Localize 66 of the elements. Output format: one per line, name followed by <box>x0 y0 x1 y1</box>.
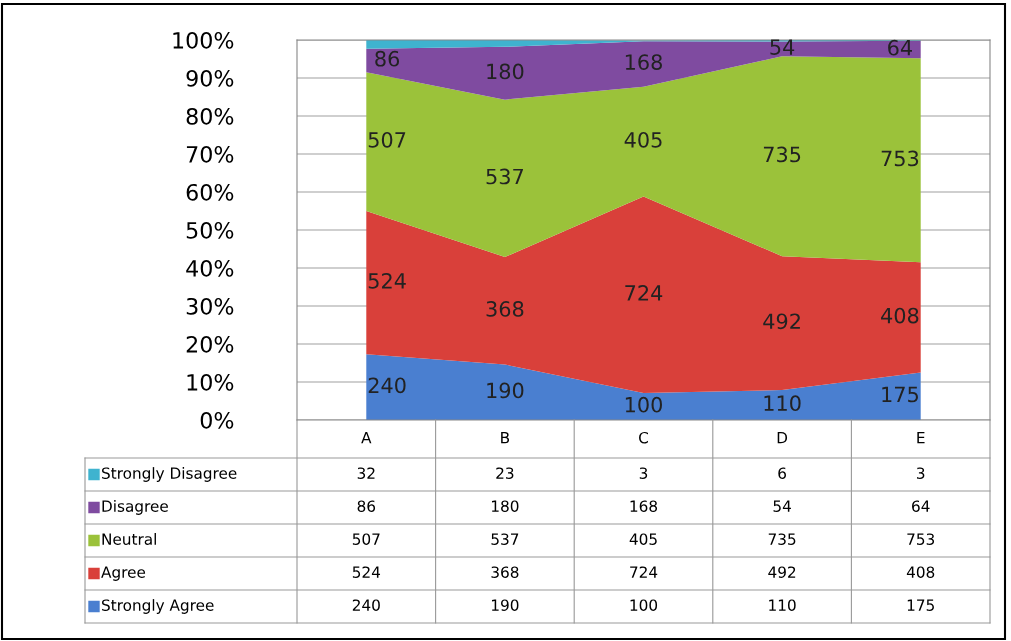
x-tick-label: C <box>639 431 649 444</box>
text: 110 <box>769 599 796 611</box>
y-tick-label: 80% <box>186 107 234 125</box>
legend-label: Strongly Agree <box>102 599 214 614</box>
annotation: 100 <box>625 396 662 413</box>
text: 190 <box>492 599 519 611</box>
text: 492 <box>768 566 796 578</box>
text: 240 <box>352 599 380 611</box>
text: 54 <box>773 500 791 512</box>
text: 524 <box>352 566 381 578</box>
legend-label: Disagree <box>102 500 168 515</box>
annotation: 405 <box>624 131 662 148</box>
text: 180 <box>492 500 519 512</box>
y-tick-label: 40% <box>186 259 234 277</box>
annotation: 408 <box>881 307 919 324</box>
text: 753 <box>907 533 935 545</box>
annotation: 86 <box>375 50 400 67</box>
text: 32 <box>357 467 375 479</box>
text: 3 <box>639 467 648 479</box>
annotation: 190 <box>487 382 524 399</box>
annotation: 753 <box>881 150 919 167</box>
y-tick-label: 0% <box>200 411 234 429</box>
x-tick-label: E <box>917 432 925 444</box>
text: 168 <box>630 500 658 512</box>
annotation: 735 <box>763 146 801 163</box>
text: 64 <box>912 500 930 512</box>
text: 100 <box>630 599 658 611</box>
annotation: 240 <box>368 377 406 394</box>
text: 368 <box>491 566 519 578</box>
y-tick-label: 70% <box>186 145 234 163</box>
y-tick-label: 90% <box>186 69 234 87</box>
annotation: 110 <box>764 395 801 412</box>
annotation: 524 <box>368 272 406 289</box>
legend-label: Strongly Disagree <box>102 467 237 482</box>
annotation: 724 <box>625 285 663 301</box>
annotation: 168 <box>625 54 662 70</box>
annotation: 64 <box>888 39 912 56</box>
annotation: 537 <box>486 168 523 185</box>
y-tick-label: 30% <box>186 297 234 315</box>
x-tick-label: D <box>777 432 788 444</box>
text: 6 <box>778 467 786 479</box>
y-tick-label: 60% <box>186 183 234 201</box>
legend-label: Neutral <box>102 533 156 545</box>
text: 23 <box>496 467 514 479</box>
annotation: 368 <box>486 301 524 317</box>
y-tick-label: 10% <box>187 373 234 391</box>
annotation: 54 <box>770 39 795 55</box>
text: 537 <box>491 533 519 545</box>
legend-label: Agree <box>101 566 146 581</box>
y-tick-label: 50% <box>186 221 234 239</box>
text: 735 <box>768 533 796 545</box>
text: 175 <box>907 599 934 611</box>
text: 405 <box>629 533 657 545</box>
text: 3 <box>917 467 925 479</box>
annotation: 180 <box>487 63 524 80</box>
text: 724 <box>630 566 658 578</box>
text: 408 <box>906 566 935 578</box>
text: 507 <box>352 533 380 545</box>
annotation: 507 <box>368 131 406 148</box>
y-tick-label: 20% <box>186 335 234 353</box>
text: 86 <box>357 500 376 512</box>
x-tick-label: A <box>361 432 372 444</box>
annotation: 492 <box>763 313 800 330</box>
annotation: 175 <box>882 386 918 403</box>
x-tick-label: B <box>501 432 510 444</box>
y-tick-label: 100% <box>173 31 234 49</box>
